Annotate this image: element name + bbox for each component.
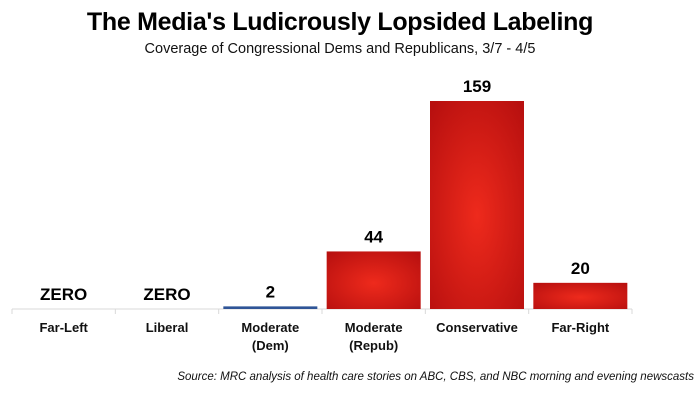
category-label: Liberal <box>146 320 189 335</box>
category-label: Far-Right <box>551 320 609 335</box>
data-label: 159 <box>463 77 491 96</box>
bar-5 <box>533 282 628 309</box>
bar-4 <box>430 101 524 309</box>
bar-2 <box>223 306 318 309</box>
category-label: Moderate <box>345 320 403 335</box>
chart-title: The Media's Ludicrously Lopsided Labelin… <box>86 8 594 36</box>
bar-3 <box>326 251 421 309</box>
category-label: Far-Left <box>39 320 88 335</box>
data-label: 44 <box>364 227 383 246</box>
category-label: Moderate <box>241 320 299 335</box>
data-label: ZERO <box>143 285 190 304</box>
category-label: Conservative <box>436 320 518 335</box>
source-note: Source: MRC analysis of health care stor… <box>177 371 694 383</box>
chart-subtitle: Coverage of Congressional Dems and Repub… <box>144 41 536 57</box>
data-label: 2 <box>266 282 275 301</box>
data-label: 20 <box>571 259 590 278</box>
data-label: ZERO <box>40 285 87 304</box>
category-label: (Repub) <box>349 338 398 353</box>
category-label: (Dem) <box>252 338 289 353</box>
